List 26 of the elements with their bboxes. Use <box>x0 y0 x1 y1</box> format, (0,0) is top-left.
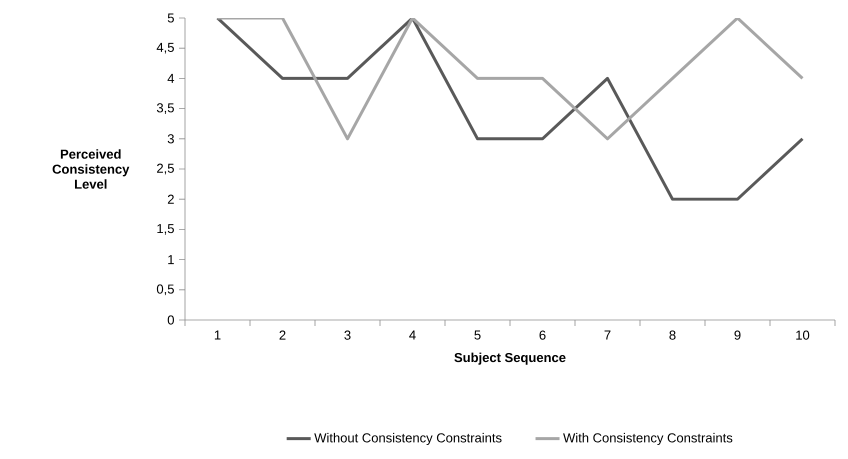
y-tick-label: 3 <box>168 134 174 144</box>
y-tick-label: 2 <box>168 194 174 204</box>
line-series <box>216 18 804 201</box>
y-tick-label: 1 <box>168 255 174 264</box>
x-tick-label: 1 <box>214 330 220 340</box>
y-tick-label: 0,5 <box>156 284 174 296</box>
x-axis-title: Subject Sequence <box>454 352 566 365</box>
y-tick-label: 4 <box>168 74 174 83</box>
legend-label: With Consistency Constraints <box>563 432 732 446</box>
x-tick-label: 4 <box>409 330 416 340</box>
x-tick-label: 10 <box>796 330 810 340</box>
x-tick-label: 9 <box>734 330 741 340</box>
y-tick-label: 5 <box>168 13 174 23</box>
y-tick-label: 1,5 <box>157 224 174 235</box>
x-tick-label: 7 <box>604 330 610 340</box>
y-tick-label: 0 <box>168 315 174 325</box>
y-tick-label: 2,5 <box>157 164 174 174</box>
legend-label: Without Consistency Constraints <box>314 432 502 446</box>
x-tick-label: 5 <box>474 330 481 340</box>
x-tick-label: 2 <box>280 330 286 340</box>
y-tick-label: 4,5 <box>156 42 174 54</box>
x-tick-label: 3 <box>344 330 351 340</box>
y-axis-title: Perceived Consistency Level <box>52 149 130 189</box>
x-tick-label: 8 <box>669 330 676 340</box>
y-tick-label: 3,5 <box>156 103 174 114</box>
x-tick-label: 6 <box>540 330 546 340</box>
